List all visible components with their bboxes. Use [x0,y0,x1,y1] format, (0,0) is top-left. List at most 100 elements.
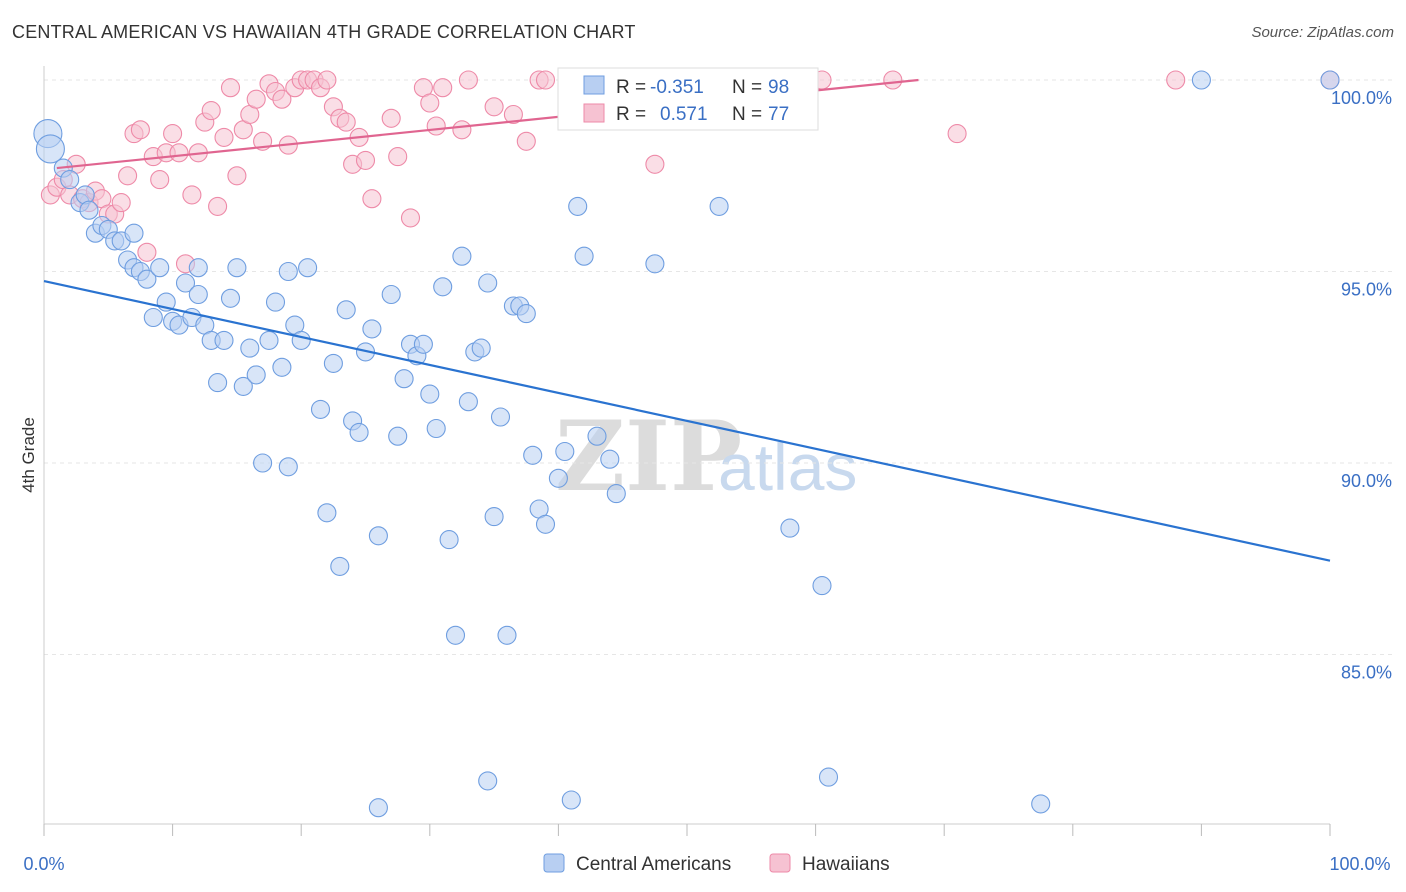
hawaiian-point-19 [163,124,183,144]
hawaiian-point-43 [317,70,337,90]
central-american-point-61 [445,625,466,645]
central-american-point-60 [439,530,459,550]
central-american-point-94 [368,798,388,818]
central-american-point-49 [362,319,382,339]
central-american-point-37 [278,261,298,282]
y-tick-label-85: 85.0% [1341,663,1392,683]
central-american-point-40 [298,258,318,278]
central-american-point-91 [1320,70,1340,90]
central-american-point-87 [812,576,832,596]
central-american-point-67 [484,507,504,527]
central-american-point-39 [291,330,311,350]
central-american-point-42 [317,503,337,523]
hawaiian-point-74 [947,124,967,144]
hawaiian-point-64 [535,70,556,90]
hawaiian-point-59 [458,70,478,90]
hawaiian-point-62 [516,131,536,151]
series-legend-hawaiians: Hawaiians [802,854,890,875]
y-axis-label: 4th Grade [19,417,38,493]
hawaiian-point-49 [355,150,376,170]
central-american-point-75 [535,514,556,534]
central-american-point-47 [349,422,369,442]
stats-legend: R = -0.351 N = 98 R = 0.571 N = 77 [557,67,819,131]
legend-n-value-1: 98 [768,77,789,98]
series-legend: Central Americans Hawaiians [543,853,890,875]
central-american-point-80 [587,426,607,446]
legend-swatch-pink [583,103,605,123]
legend-r-label-1: R = [616,77,646,98]
central-american-point-1 [35,134,65,164]
hawaiian-point-57 [433,78,453,98]
central-american-point-90 [1191,70,1211,90]
central-american-point-56 [413,334,433,354]
central-american-point-82 [606,484,626,504]
central-american-point-59 [433,277,453,297]
hawaiian-point-50 [362,189,382,209]
central-american-point-83 [645,254,665,274]
central-american-point-43 [323,353,343,373]
central-american-point-95 [278,457,298,477]
central-american-point-44 [330,556,350,576]
central-american-point-57 [420,384,440,404]
hawaiian-point-75 [1166,70,1186,90]
central-american-point-72 [516,304,536,324]
central-american-point-93 [561,790,581,810]
central-american-point-31 [240,338,260,358]
central-american-point-23 [188,284,208,305]
hawaiian-point-46 [336,112,356,132]
x-axis-ticks [43,824,1331,836]
central-american-point-86 [780,518,800,538]
legend-swatch-blue [583,75,605,95]
hawaiian-point-26 [208,196,228,216]
central-american-point-53 [394,369,414,389]
hawaiian-point-67 [645,154,665,174]
central-american-point-52 [388,426,408,446]
x-tick-label-0: 0.0% [23,854,64,874]
central-american-point-85 [709,196,729,216]
central-american-point-33 [253,453,273,473]
hawaiian-point-52 [388,147,408,167]
watermark-zip: ZIP [555,400,742,513]
hawaiian-point-60 [484,97,504,117]
hawaiian-point-17 [150,170,170,190]
central-american-point-45 [336,300,356,320]
hawaiian-point-11 [111,193,131,213]
hawaiian-point-36 [272,89,292,109]
series-legend-swatch-central-americans [543,853,565,873]
central-american-point-63 [458,392,478,412]
hawaiian-point-61 [503,104,523,125]
central-american-point-88 [818,767,839,787]
central-american-point-76 [548,468,568,488]
central-american-point-41 [310,399,331,419]
central-american-point-58 [426,418,446,439]
y-tick-label-95: 95.0% [1341,280,1392,300]
legend-n-value-2: 77 [768,104,789,125]
legend-r-value-1: -0.351 [650,77,704,98]
central-american-point-73 [523,445,543,465]
chart-title: CENTRAL AMERICAN VS HAWAIIAN 4TH GRADE C… [12,22,636,42]
y-tick-label-90: 90.0% [1341,471,1392,491]
legend-r-value-2: 0.571 [660,104,708,125]
y-tick-label-100: 100.0% [1331,88,1392,108]
series-legend-central-americans: Central Americans [576,854,731,875]
central-american-point-29 [227,258,247,278]
hawaiian-point-29 [227,166,247,186]
central-american-point-65 [471,338,491,358]
central-american-point-69 [497,625,517,645]
hawaiian-point-27 [214,127,234,147]
central-american-point-15 [137,269,157,289]
central-americans-trend-line [43,280,1331,562]
central-american-point-17 [150,258,170,278]
central-american-point-21 [175,273,196,293]
central-american-point-66 [478,273,498,293]
hawaiian-point-32 [246,89,266,109]
hawaiian-point-53 [400,208,421,228]
central-american-point-79 [574,246,594,266]
central-american-point-96 [188,258,208,278]
legend-n-label-1: N = [732,77,762,98]
central-american-point-81 [600,449,620,469]
legend-r-label-2: R = [616,104,646,125]
x-tick-label-100: 100.0% [1329,854,1390,874]
central-american-point-27 [214,330,234,350]
